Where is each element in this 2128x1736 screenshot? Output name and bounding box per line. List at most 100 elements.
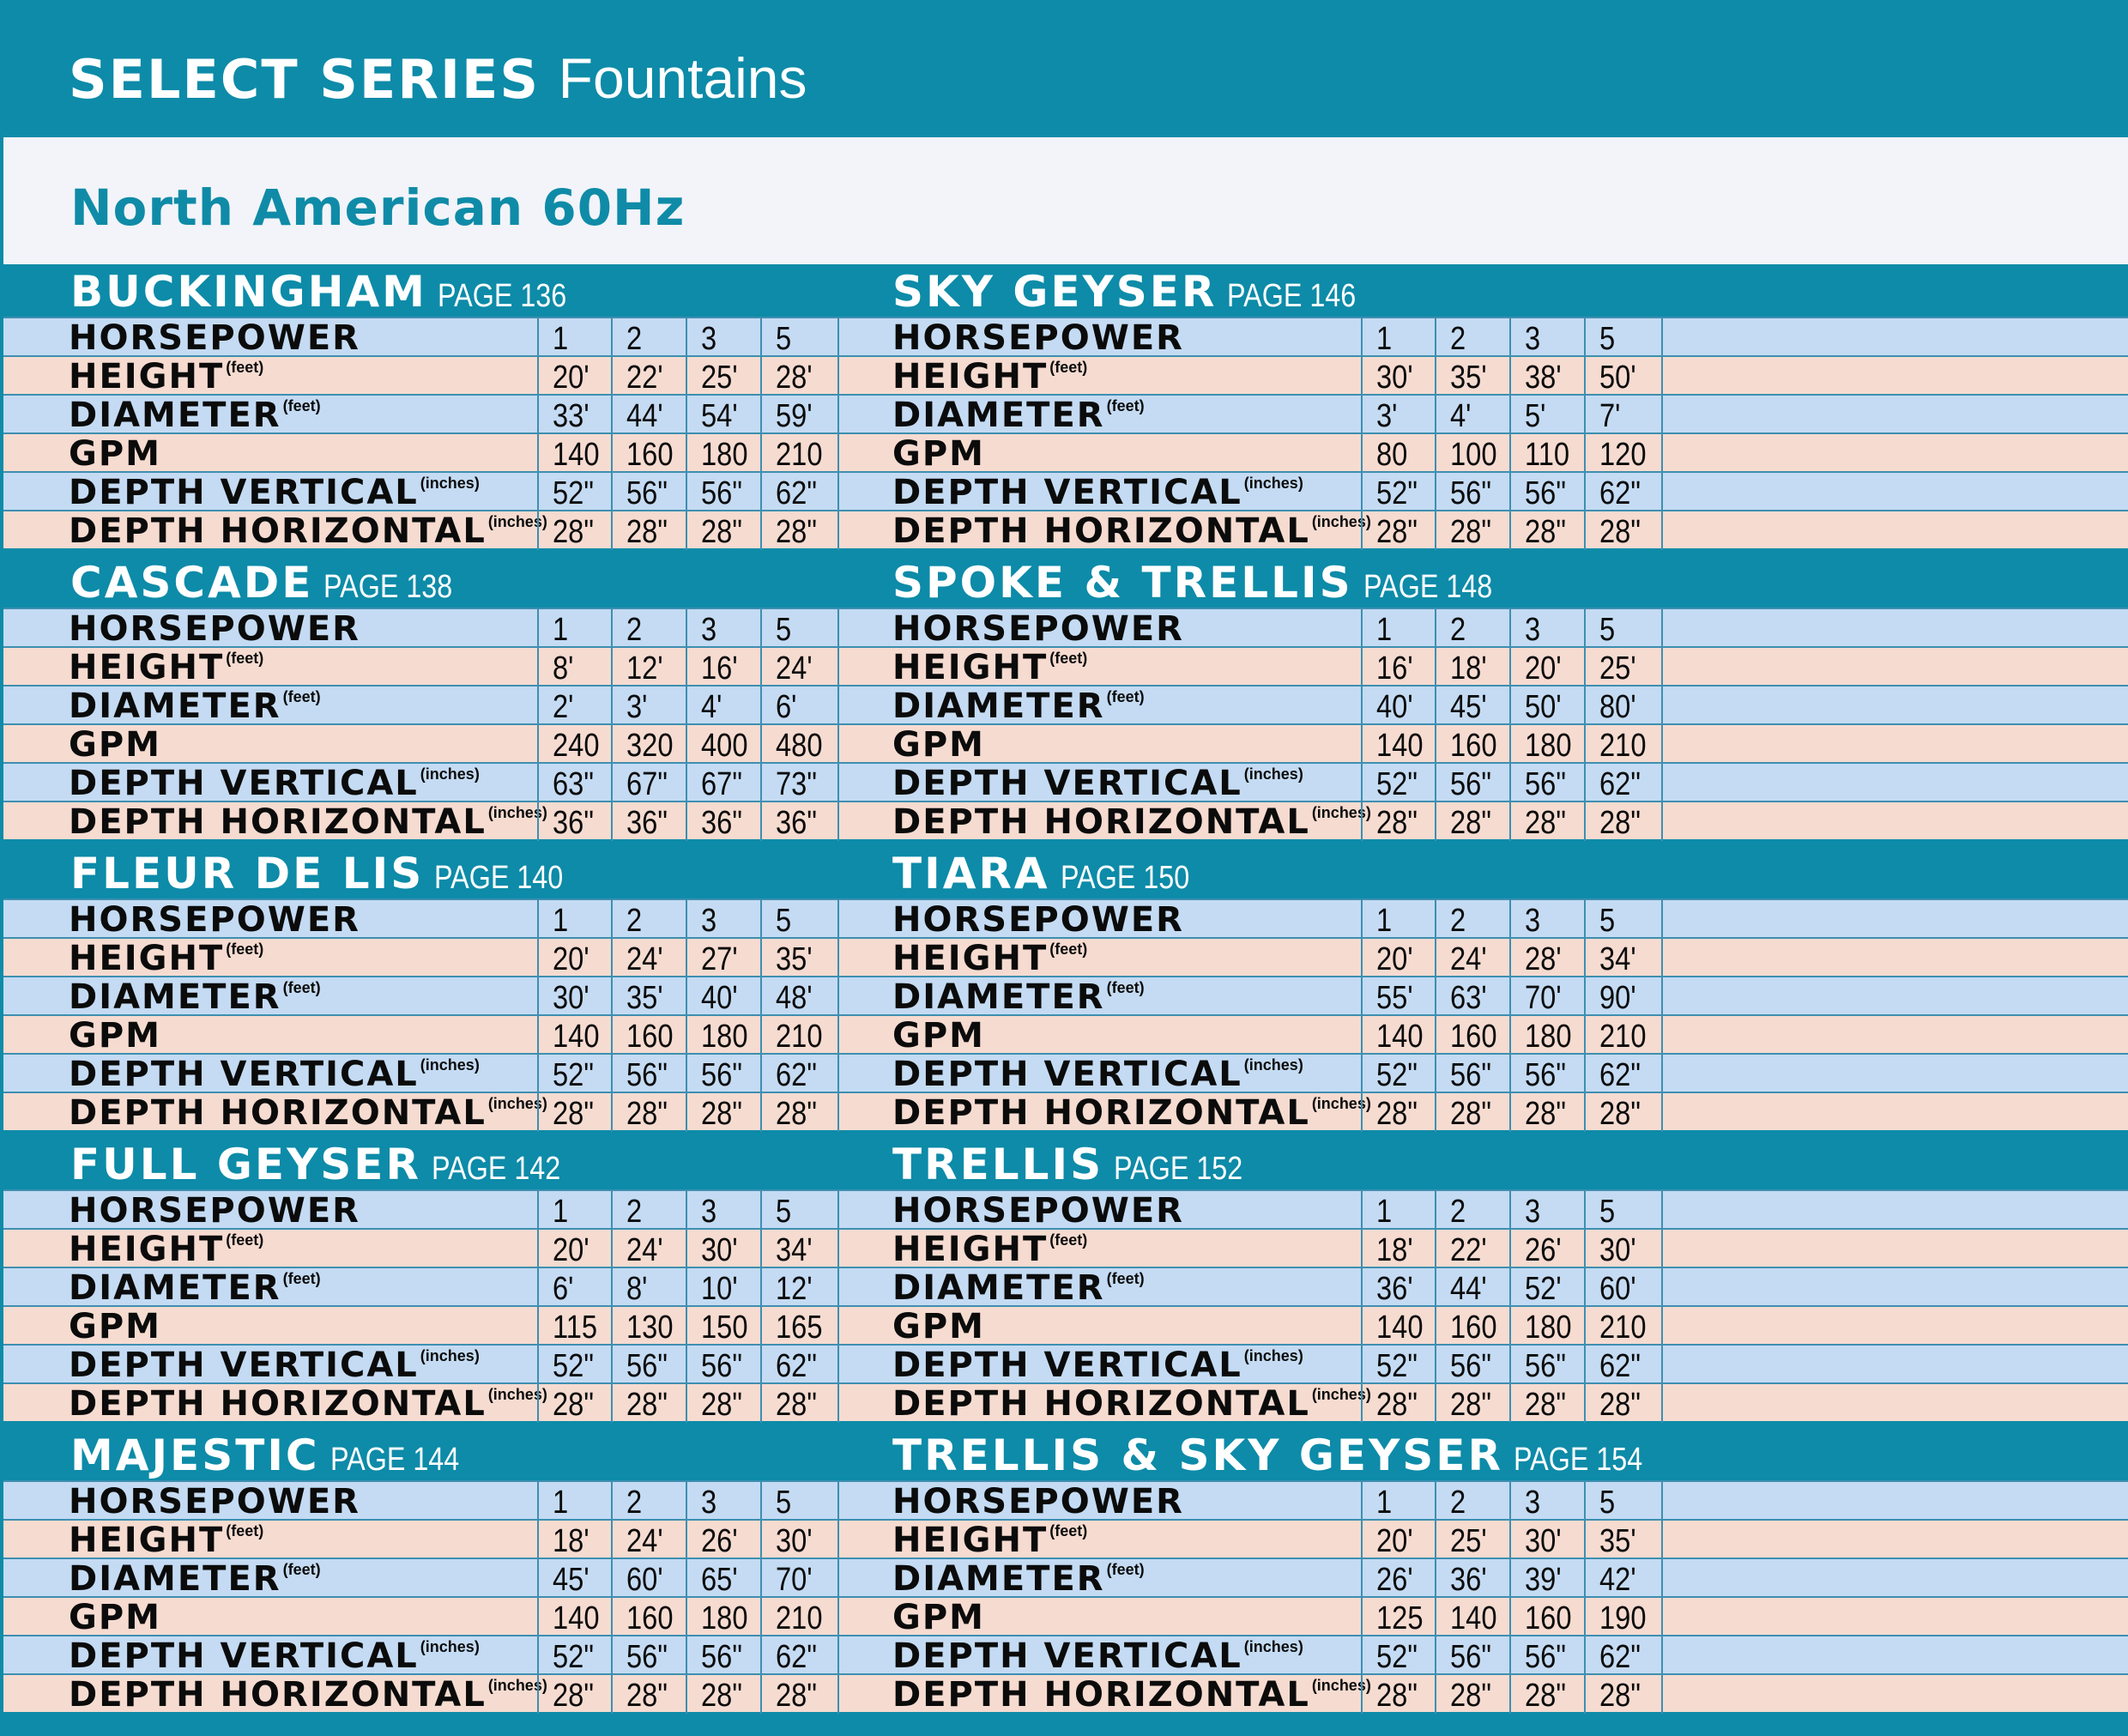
spec-label-text: DIAMETER xyxy=(892,1559,1105,1599)
spec-value: 56" xyxy=(611,1636,686,1675)
spec-value: 62" xyxy=(1584,1055,1661,1093)
spec-value: 5 xyxy=(1584,318,1661,357)
spec-value: 28" xyxy=(611,1384,686,1423)
spec-value-text: 56" xyxy=(1525,766,1566,802)
title-bold: SELECT SERIES xyxy=(69,48,541,111)
spec-value-text: 2 xyxy=(1450,612,1466,648)
spec-value-text: 180 xyxy=(1525,1019,1572,1055)
product-band: BUCKINGHAM PAGE 136 SKY GEYSER PAGE 146 HORS… xyxy=(0,264,2128,555)
spec-label: GPM xyxy=(69,1016,161,1056)
spec-value: 3' xyxy=(611,687,686,725)
spec-value-text: 30' xyxy=(701,1232,738,1268)
product-page-ref: PAGE 144 xyxy=(329,1442,459,1478)
spec-unit: (inches) xyxy=(487,1386,547,1403)
spec-label: DIAMETER (feet) xyxy=(892,1268,1145,1308)
spec-value-text: 28" xyxy=(553,1678,594,1714)
spec-label-text: DIAMETER xyxy=(69,687,281,726)
spec-row: DEPTH HORIZONTAL (inches) 36" 36" 36" 36" DEPT… xyxy=(3,801,2128,842)
column-divider xyxy=(837,357,839,396)
product-title: SKY GEYSER PAGE 146 xyxy=(892,266,1379,318)
spec-value: 56" xyxy=(1509,1055,1584,1093)
spec-value: 28" xyxy=(1509,1384,1584,1423)
spec-value-text: 150 xyxy=(701,1310,748,1346)
spec-value: 2 xyxy=(611,900,686,939)
column-divider xyxy=(1661,1521,1663,1559)
spec-value-text: 1 xyxy=(1376,612,1393,648)
spec-row: HEIGHT (feet) 20' 24' 30' 34' HEIGHT (feet) 18' 2… xyxy=(3,1228,2128,1269)
spec-label: GPM xyxy=(892,434,985,474)
spec-value: 1 xyxy=(537,318,611,357)
spec-value-text: 56" xyxy=(1525,1639,1566,1675)
spec-value-text: 56" xyxy=(1450,1057,1491,1093)
spec-row: DIAMETER (feet) 30' 35' 40' 48' DIAMETER (feet)… xyxy=(3,976,2128,1017)
spec-value-text: 20' xyxy=(1376,1523,1413,1559)
spec-value: 480 xyxy=(760,725,837,764)
spec-value: 22' xyxy=(611,357,686,396)
spec-unit: (inches) xyxy=(487,1677,547,1694)
spec-value: 52" xyxy=(537,1055,611,1093)
spec-value: 30' xyxy=(1584,1230,1661,1268)
column-divider xyxy=(1661,1482,1663,1521)
spec-value: 62" xyxy=(1584,1346,1661,1384)
spec-value-text: 28" xyxy=(553,514,594,550)
spec-label: DEPTH HORIZONTAL (inches) xyxy=(892,802,1371,842)
spec-label: HEIGHT (feet) xyxy=(892,1230,1087,1269)
spec-row: HEIGHT (feet) 8' 12' 16' 24' HEIGHT (feet) 16' 18… xyxy=(3,646,2128,687)
spec-row: DEPTH HORIZONTAL (inches) 28" 28" 28" 28" DEPT… xyxy=(3,1092,2128,1133)
spec-value-text: 12' xyxy=(626,650,663,687)
spec-value: 18' xyxy=(1435,648,1509,687)
spec-value: 24' xyxy=(1435,939,1509,977)
spec-value: 5 xyxy=(760,1482,837,1521)
spec-value: 62" xyxy=(1584,473,1661,511)
spec-label: HORSEPOWER xyxy=(69,1482,360,1521)
spec-value: 27' xyxy=(686,939,760,977)
spec-value-text: 28" xyxy=(701,1096,742,1132)
spec-value-text: 52" xyxy=(1376,475,1418,511)
spec-value-text: 28' xyxy=(1525,941,1562,977)
spec-value: 45' xyxy=(537,1559,611,1598)
spec-unit: (inches) xyxy=(487,1095,547,1112)
spec-row: DEPTH HORIZONTAL (inches) 28" 28" 28" 28" DEPT… xyxy=(3,1673,2128,1715)
spec-value-text: 180 xyxy=(701,1019,748,1055)
spec-value-text: 180 xyxy=(701,1600,748,1636)
column-divider xyxy=(1661,1055,1663,1093)
spec-value: 5' xyxy=(1509,396,1584,434)
spec-value-text: 39' xyxy=(1525,1562,1562,1598)
spec-value-text: 180 xyxy=(1525,728,1572,764)
spec-label: DEPTH HORIZONTAL (inches) xyxy=(69,1384,547,1424)
spec-value: 56" xyxy=(1435,764,1509,802)
spec-label: DEPTH VERTICAL (inches) xyxy=(69,1636,480,1676)
spec-value-text: 20' xyxy=(1525,650,1562,687)
spec-value-text: 28" xyxy=(776,1387,817,1423)
spec-value-text: 56" xyxy=(1450,475,1491,511)
spec-unit: (feet) xyxy=(282,979,321,996)
spec-value: 28" xyxy=(1584,1384,1661,1423)
spec-value: 62" xyxy=(1584,764,1661,802)
spec-label: DIAMETER (feet) xyxy=(69,1559,321,1599)
spec-value-text: 25' xyxy=(701,360,738,396)
spec-value-text: 20' xyxy=(553,941,589,977)
spec-value: 56" xyxy=(686,473,760,511)
spec-value: 52' xyxy=(1509,1268,1584,1307)
spec-value-text: 24' xyxy=(626,1523,663,1559)
spec-label-text: DEPTH HORIZONTAL xyxy=(69,802,487,842)
spec-value-text: 2 xyxy=(626,1194,643,1230)
spec-label: DEPTH VERTICAL (inches) xyxy=(892,473,1303,512)
spec-value: 5 xyxy=(760,900,837,939)
spec-label-text: GPM xyxy=(69,1598,161,1637)
spec-value-text: 54' xyxy=(701,398,738,434)
spec-value: 190 xyxy=(1584,1598,1661,1636)
spec-label: GPM xyxy=(69,1307,161,1346)
product-page-ref: PAGE 148 xyxy=(1363,569,1492,605)
column-divider xyxy=(837,900,839,939)
spec-value: 5 xyxy=(1584,1191,1661,1230)
spec-value: 120 xyxy=(1584,434,1661,473)
spec-value-text: 28" xyxy=(776,1096,817,1132)
spec-value: 140 xyxy=(537,1016,611,1055)
spec-unit: (inches) xyxy=(1311,1386,1371,1403)
spec-value: 28' xyxy=(760,357,837,396)
spec-value: 1 xyxy=(1361,1191,1435,1230)
spec-label-text: DIAMETER xyxy=(892,687,1105,726)
spec-value: 36" xyxy=(686,802,760,841)
spec-value-text: 2 xyxy=(626,321,643,357)
